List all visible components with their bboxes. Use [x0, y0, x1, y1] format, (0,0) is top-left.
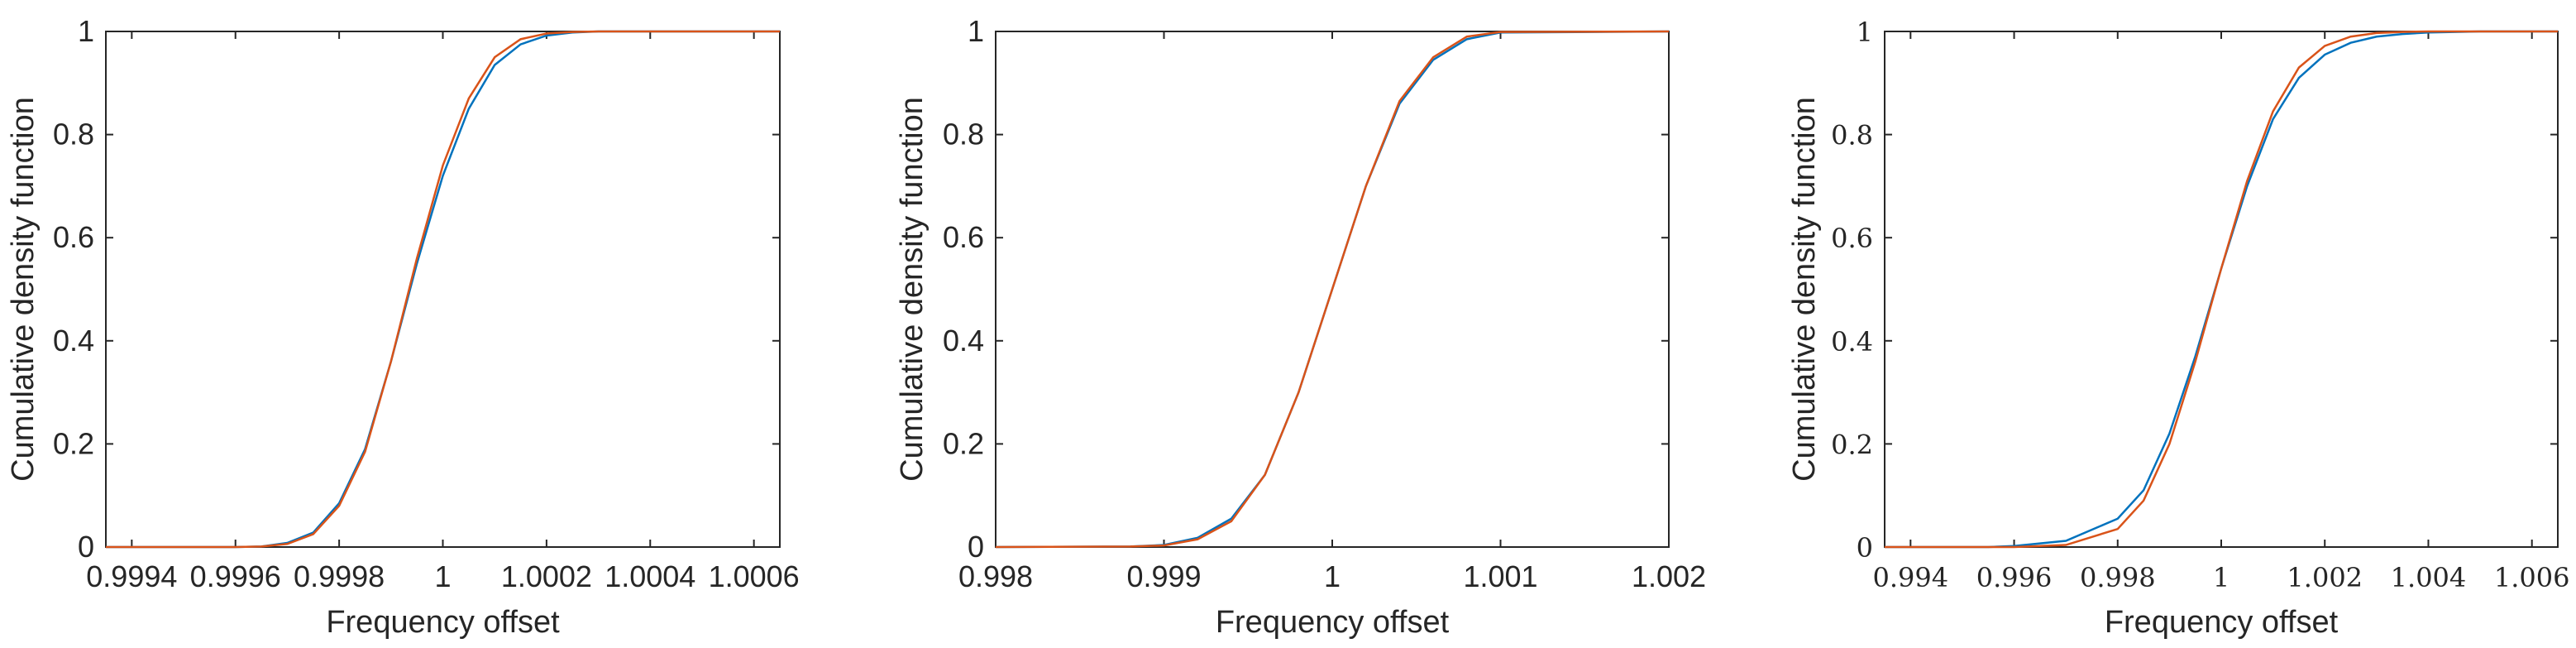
x-tick-label: 0.998 [958, 559, 1033, 593]
y-tick-label: 0.6 [53, 220, 94, 254]
x-tick-label: 0.9994 [86, 559, 177, 593]
y-tick-label: 0.4 [1831, 326, 1873, 358]
y-axis-label: Cumulative density function [1787, 97, 1822, 482]
series-line-2 [995, 30, 1670, 549]
x-tick-label: 1.0006 [709, 559, 800, 593]
y-axis-label: Cumulative density function [6, 97, 41, 482]
y-tick-label: 0 [78, 530, 94, 564]
y-tick-label: 1 [1857, 17, 1873, 48]
axes-box [105, 31, 781, 548]
y-tick-label: 0.4 [943, 324, 984, 358]
x-tick-label: 1.002 [1632, 559, 1706, 593]
y-tick-label: 0.2 [943, 426, 984, 460]
x-tick-label: 0.998 [2080, 562, 2156, 593]
y-tick-label: 0 [968, 530, 984, 564]
x-tick-label: 1.004 [2391, 562, 2467, 593]
y-tick-label: 0.8 [943, 118, 984, 151]
y-axis-label: Cumulative density function [895, 97, 930, 482]
y-tick-label: 0.6 [943, 220, 984, 254]
y-tick-label: 1 [968, 14, 984, 48]
x-tick-label: 0.9998 [294, 559, 385, 593]
x-tick-label: 0.994 [1873, 562, 1949, 593]
x-axis-label: Frequency offset [1216, 605, 1450, 640]
axes-box [1884, 31, 2559, 548]
x-tick-label: 1.001 [1463, 559, 1537, 593]
x-tick-label: 1 [2213, 562, 2230, 593]
x-tick-label: 1 [1324, 559, 1341, 593]
y-tick-label: 0.4 [53, 324, 94, 358]
y-tick-label: 0.6 [1831, 223, 1873, 254]
x-tick-label: 1 [434, 559, 451, 593]
y-tick-label: 0.8 [1831, 120, 1873, 151]
y-tick-label: 0.2 [53, 426, 94, 460]
x-tick-label: 1.0002 [501, 559, 592, 593]
chart-panel-2: 0.998 0.999 1 1.001 1.002 0 0.2 0.4 0.6 0.8 1 Frequ… [895, 14, 1706, 640]
x-tick-label: 1.0004 [605, 559, 695, 593]
chart-panel-3: 0.994 0.996 0.998 1 1.002 1.004 1.006 0 0.2 0.4 0.… [1787, 17, 2569, 640]
y-tick-label: 1 [78, 14, 94, 48]
x-axis-label: Frequency offset [2105, 605, 2339, 640]
x-tick-label: 1.006 [2494, 562, 2570, 593]
x-tick-label: 0.999 [1126, 559, 1201, 593]
x-tick-label: 0.9996 [190, 559, 281, 593]
chart-panel-1: 0.9994 0.9996 0.9998 1 1.0002 1.0004 1.0006 0 0.… [6, 14, 800, 640]
y-tick-label: 0 [1857, 532, 1873, 564]
series-line-1 [1885, 30, 2558, 549]
series-line-2 [1885, 30, 2558, 549]
x-tick-label: 1.002 [2287, 562, 2363, 593]
y-tick-label: 0.2 [1831, 429, 1873, 460]
y-tick-label: 0.8 [53, 118, 94, 151]
series-line-2 [106, 30, 780, 549]
x-axis-label: Frequency offset [326, 605, 560, 640]
x-tick-label: 0.996 [1976, 562, 2053, 593]
